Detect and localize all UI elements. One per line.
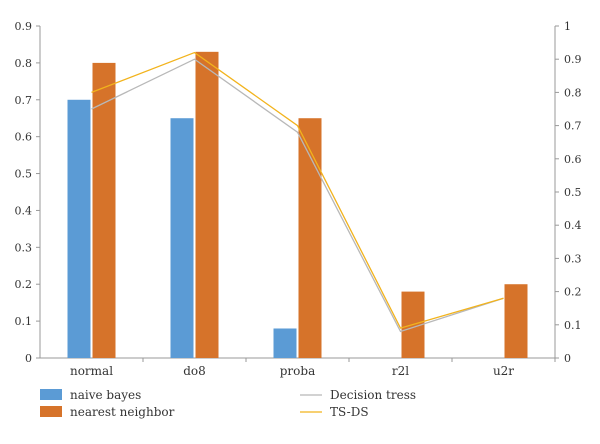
y-right-tick-label: 0.9 xyxy=(564,53,582,66)
x-tick-label: proba xyxy=(280,364,315,378)
y-right-tick-label: 0.2 xyxy=(564,286,582,299)
legend-item-TS-DS: TS-DS xyxy=(300,405,369,419)
y-right-tick-label: 0.7 xyxy=(564,120,582,133)
y-left-tick-label: 0.1 xyxy=(15,315,33,328)
y-right-tick-label: 0.8 xyxy=(564,86,582,99)
bar-naive-bayes-do8 xyxy=(170,118,194,358)
y-right-tick-label: 0.5 xyxy=(564,186,582,199)
line-TS-DS xyxy=(91,51,504,329)
y-left-tick-label: 0.4 xyxy=(15,204,33,217)
y-right-tick-label: 0.4 xyxy=(564,219,582,232)
legend-label: TS-DS xyxy=(330,405,369,419)
axes xyxy=(36,25,559,362)
y-left-tick-label: 0.2 xyxy=(15,278,33,291)
legend-item-nearest-neighbor: nearest neighbor xyxy=(40,405,175,419)
y-left-tick-label: 0.9 xyxy=(15,20,33,33)
bar-naive-bayes-proba xyxy=(273,328,297,358)
y-left-tick-label: 0.8 xyxy=(15,57,33,70)
x-tick-label: normal xyxy=(70,364,113,378)
y-right-tick-label: 0.1 xyxy=(564,319,582,332)
y-left-tick-label: 0.6 xyxy=(15,131,33,144)
legend-item-Decision-tress: Decision tress xyxy=(300,388,416,402)
bar-nearest-neighbor-normal xyxy=(92,62,116,359)
tick-labels: 0 0.1 0.2 0.3 0.4 0.5 0.6 0.7 0.8 0.9 0 0.1 0.2 0.3 0.… xyxy=(15,20,582,378)
y-right-tick-label: 1 xyxy=(564,20,571,33)
bar-nearest-neighbor-do8 xyxy=(195,51,219,358)
legend-swatch xyxy=(40,406,62,417)
legend-swatch xyxy=(40,389,62,400)
x-tick-label: u2r xyxy=(493,364,514,378)
y-left-tick-label: 0 xyxy=(25,352,32,365)
x-tick-label: do8 xyxy=(183,364,206,378)
legend-label: Decision tress xyxy=(330,388,416,402)
bar-nearest-neighbor-u2r xyxy=(504,284,528,358)
y-right-tick-label: 0.3 xyxy=(564,252,582,265)
legend: naive bayes nearest neighbor Decision tres… xyxy=(40,388,416,419)
legend-item-naive-bayes: naive bayes xyxy=(40,388,141,402)
legend-label: naive bayes xyxy=(70,388,141,402)
y-right-tick-label: 0.6 xyxy=(564,153,582,166)
legend-label: nearest neighbor xyxy=(70,405,175,419)
y-right-tick-label: 0 xyxy=(564,352,571,365)
lines xyxy=(91,51,504,333)
bar-nearest-neighbor-proba xyxy=(298,118,322,358)
x-tick-label: r2l xyxy=(392,364,409,378)
y-left-tick-label: 0.3 xyxy=(15,241,33,254)
bars xyxy=(67,51,528,359)
bar-naive-bayes-normal xyxy=(67,99,91,359)
y-left-tick-label: 0.7 xyxy=(15,94,33,107)
line-Decision-tress xyxy=(91,58,504,333)
y-left-tick-label: 0.5 xyxy=(15,168,33,181)
